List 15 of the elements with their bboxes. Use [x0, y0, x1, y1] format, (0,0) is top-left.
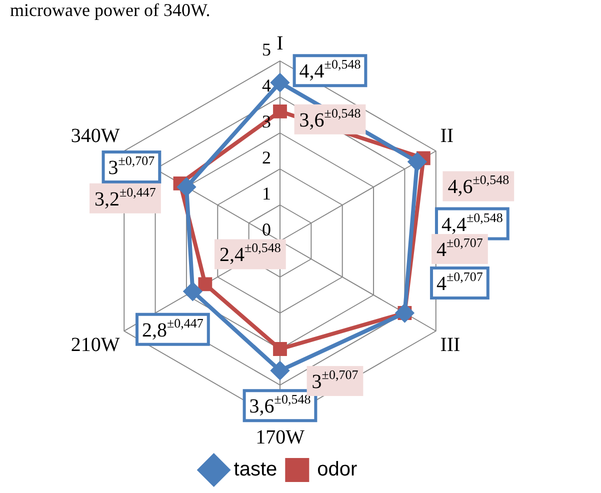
- spoke-label: I: [276, 32, 284, 54]
- legend-label: odor: [317, 458, 358, 481]
- y-tick-label: 0: [262, 220, 271, 240]
- y-tick-label: 4: [262, 76, 271, 96]
- spoke-label: 170W: [256, 426, 305, 448]
- spoke-label: III: [440, 334, 460, 356]
- y-tick-label: 5: [262, 40, 271, 60]
- spoke-label: II: [440, 124, 454, 147]
- text: microwave power of 340W.: [10, 0, 210, 20]
- y-tick-label: 1: [262, 184, 271, 204]
- legend-label: taste: [234, 458, 278, 481]
- y-tick-label: 3: [262, 112, 271, 132]
- spoke-label: 340W: [70, 124, 120, 147]
- y-tick-label: 2: [262, 148, 271, 168]
- spoke-label: 210W: [70, 334, 120, 356]
